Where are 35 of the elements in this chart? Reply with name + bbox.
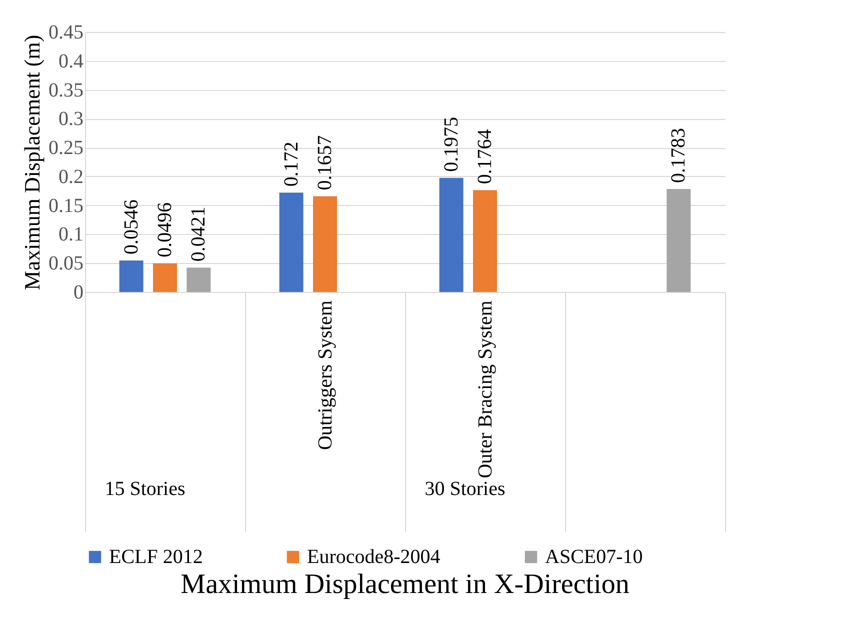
y-tick-label: 0.35	[48, 79, 84, 102]
data-label: 0.0546	[120, 199, 142, 254]
text: 30 Stories	[424, 478, 506, 501]
bar	[119, 260, 144, 292]
legend-label: ECLF 2012	[109, 546, 203, 568]
y-tick-label: 0.4	[58, 50, 84, 72]
y-tick-label: 0.25	[48, 137, 84, 160]
text: 15 Stories	[104, 478, 186, 501]
y-tick-label: 0.15	[48, 194, 84, 217]
text: Maximum Displacement in X-Direction	[180, 569, 630, 600]
y-tick-label: 0.3	[58, 108, 84, 130]
y-tick-label: 0.05	[48, 252, 84, 275]
data-label: 0.1657	[314, 135, 336, 190]
y-tick-label: 0.45	[48, 22, 84, 44]
data-label: 0.1783	[668, 128, 690, 183]
y-tick-label: 0.1	[58, 224, 84, 246]
bar	[313, 196, 337, 292]
bar	[439, 178, 464, 292]
bar	[666, 188, 691, 292]
y-tick-label: 0.2	[58, 166, 84, 188]
bar	[186, 268, 211, 292]
data-label: 0.1975	[440, 116, 462, 172]
data-label: 0.1764	[474, 129, 496, 184]
x-tick-label: Outer Bracing System	[474, 300, 496, 478]
data-label: 0.0496	[154, 202, 176, 258]
bar	[153, 263, 177, 292]
bar	[279, 192, 304, 292]
data-label: 0.0421	[188, 206, 210, 262]
x-tick-label: Outriggers System	[314, 300, 336, 450]
y-tick-label: 0	[74, 282, 84, 304]
data-label: 0.172	[280, 142, 302, 187]
legend-label: Eurocode8-2004	[307, 546, 440, 568]
legend-label: ASCE07-10	[545, 546, 643, 568]
bar	[473, 190, 497, 292]
y-axis-title: Maximum Displacement (m)	[20, 34, 44, 290]
